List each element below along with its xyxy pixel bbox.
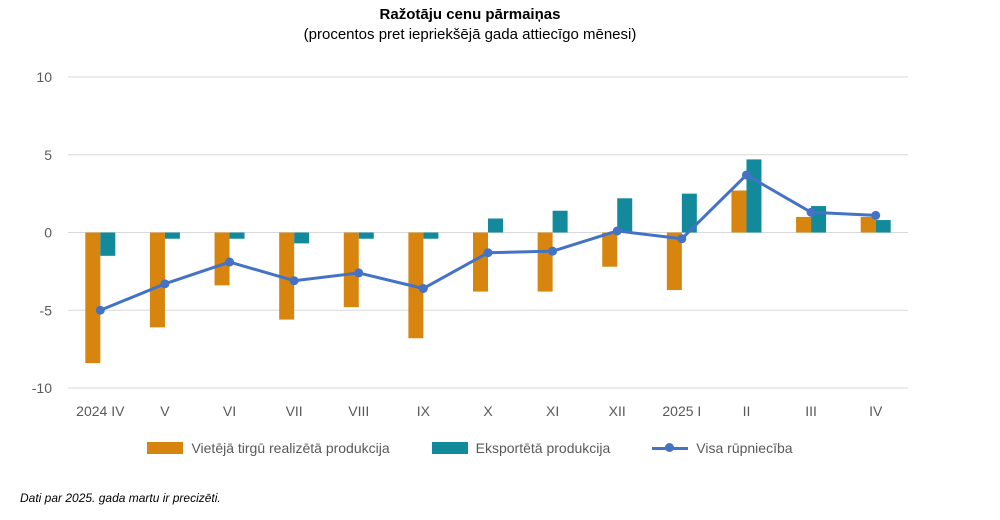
x-tick-label: IX xyxy=(417,403,431,419)
y-tick-label: 0 xyxy=(44,225,52,241)
bar-domestic xyxy=(473,232,488,292)
bar-export xyxy=(617,198,633,233)
x-tick-label: XI xyxy=(546,403,559,419)
bar-domestic xyxy=(796,216,812,233)
bar-export xyxy=(552,210,568,233)
x-tick-label: VIII xyxy=(348,403,369,419)
legend-swatch-domestic xyxy=(147,442,184,454)
x-tick-label: VII xyxy=(286,403,303,419)
total-point xyxy=(95,305,105,315)
legend-label-total: Visa rūpniecība xyxy=(696,440,793,456)
y-tick-label: 5 xyxy=(44,147,52,163)
bar-domestic xyxy=(149,232,165,328)
legend-item-domestic: Vietējā tirgū realizētā produkcija xyxy=(147,440,390,456)
bar-domestic xyxy=(85,232,101,364)
legend: Vietējā tirgū realizētā produkcija Ekspo… xyxy=(0,440,940,456)
total-point xyxy=(677,234,687,244)
total-point xyxy=(354,268,364,278)
bar-export xyxy=(358,232,374,239)
y-axis-ticks: -10 -5 0 5 10 xyxy=(32,69,52,396)
x-tick-label: 2025 I xyxy=(662,403,701,419)
footnote: Dati par 2025. gada martu ir precizēti. xyxy=(20,491,221,505)
bar-export xyxy=(875,220,891,233)
total-point xyxy=(548,246,558,256)
total-point xyxy=(418,283,428,293)
total-point xyxy=(806,207,816,217)
total-point xyxy=(741,170,751,180)
chart-plot-area: -10 -5 0 5 10 2024 IV V VI VII VIII IX X XI XII 2025 … xyxy=(32,69,908,419)
legend-item-total: Visa rūpniecība xyxy=(652,440,793,456)
bar-domestic xyxy=(537,232,553,292)
x-tick-label: V xyxy=(160,403,170,419)
bar-export xyxy=(746,159,762,233)
x-tick-label: III xyxy=(805,403,817,419)
legend-label-export: Eksportētā produkcija xyxy=(475,440,611,456)
bars xyxy=(85,159,891,364)
bar-domestic xyxy=(666,232,682,291)
total-point xyxy=(612,226,622,236)
x-axis-ticks: 2024 IV V VI VII VIII IX X XI XII 2025 I II III IV xyxy=(76,403,883,419)
x-tick-label: XII xyxy=(609,403,626,419)
y-tick-label: 10 xyxy=(36,69,52,85)
total-point xyxy=(483,248,493,258)
bar-domestic xyxy=(731,190,747,233)
legend-swatch-total xyxy=(652,442,689,454)
bar-export xyxy=(488,218,503,233)
bar-export xyxy=(423,232,439,239)
total-point xyxy=(225,257,235,267)
bar-domestic xyxy=(602,232,618,267)
bar-domestic xyxy=(214,232,230,286)
chart-title: Ražotāju cenu pārmaiņas xyxy=(379,6,561,23)
x-tick-label: X xyxy=(483,403,493,419)
bar-export xyxy=(294,232,310,244)
total-point xyxy=(289,276,299,286)
bar-export xyxy=(681,193,697,233)
total-line xyxy=(95,170,881,315)
x-tick-label: IV xyxy=(869,403,883,419)
bar-domestic xyxy=(860,216,876,233)
bar-domestic xyxy=(279,232,295,320)
legend-item-export: Eksportētā produkcija xyxy=(431,440,611,456)
x-tick-label: II xyxy=(743,403,751,419)
bar-domestic xyxy=(343,232,359,308)
bar-export xyxy=(229,232,245,239)
y-tick-label: -10 xyxy=(32,380,52,396)
x-tick-label: VI xyxy=(223,403,236,419)
y-tick-label: -5 xyxy=(40,302,53,318)
chart-subtitle: (procentos pret iepriekšējā gada attiecī… xyxy=(303,26,637,43)
total-point xyxy=(160,279,170,289)
total-point xyxy=(871,210,881,220)
x-tick-label: 2024 IV xyxy=(76,403,125,419)
legend-swatch-export xyxy=(431,442,468,454)
bar-export xyxy=(164,232,180,239)
bar-export xyxy=(100,232,116,256)
legend-label-domestic: Vietējā tirgū realizētā produkcija xyxy=(191,440,390,456)
